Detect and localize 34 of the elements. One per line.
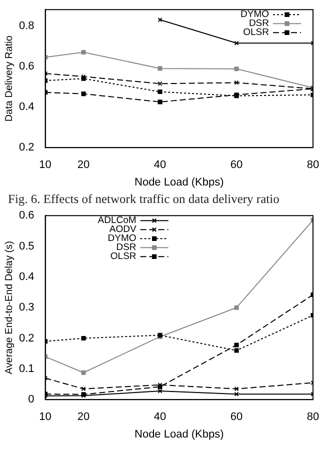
x-axis-title: Node Load (Kbps) — [134, 428, 224, 440]
y-tick-label: 0.6 — [18, 60, 34, 72]
x-tick-label: 20 — [77, 159, 90, 172]
legend-label: DSR — [116, 242, 136, 254]
y-axis-title: Average End-to-End Delay (s) — [4, 240, 15, 374]
caption: Fig. 6. Effects of network traffic on data delivery ratio — [7, 191, 280, 206]
x-tick-label: 10 — [39, 159, 52, 172]
legend-label: DYMO — [108, 233, 136, 244]
y-axis-title: Data Delivery Ratio — [4, 35, 15, 122]
legend-label: OLSR — [243, 27, 270, 38]
legend-label: OLSR — [110, 251, 136, 262]
y-tick-label: 0 — [28, 394, 34, 406]
y-tick-label: 0.6 — [18, 210, 34, 222]
x-tick-label: 80 — [306, 159, 320, 172]
legend-label: DYMO — [240, 9, 269, 20]
x-tick-label: 40 — [154, 411, 166, 424]
x-axis-title: Node Load (Kbps) — [134, 176, 224, 188]
y-tick-label: 0.1 — [18, 362, 34, 375]
y-tick-label: 0.4 — [18, 270, 34, 283]
legend-label: ADLCoM — [98, 215, 136, 226]
x-tick-label: 60 — [230, 159, 243, 172]
legend-label: DSR — [248, 18, 270, 30]
y-tick-label: 0.4 — [18, 101, 34, 114]
x-tick-label: 10 — [39, 411, 52, 424]
y-tick-label: 0.2 — [18, 142, 34, 154]
y-tick-label: 0.8 — [18, 20, 34, 32]
x-tick-label: 80 — [306, 411, 320, 424]
x-tick-label: 40 — [154, 159, 166, 172]
legend-label: AODV — [109, 224, 137, 236]
y-tick-label: 0.3 — [18, 302, 34, 314]
x-tick-label: 60 — [230, 411, 243, 424]
y-tick-label: 0.5 — [18, 240, 34, 252]
x-tick-label: 20 — [77, 411, 90, 424]
y-tick-label: 0.2 — [18, 332, 34, 344]
